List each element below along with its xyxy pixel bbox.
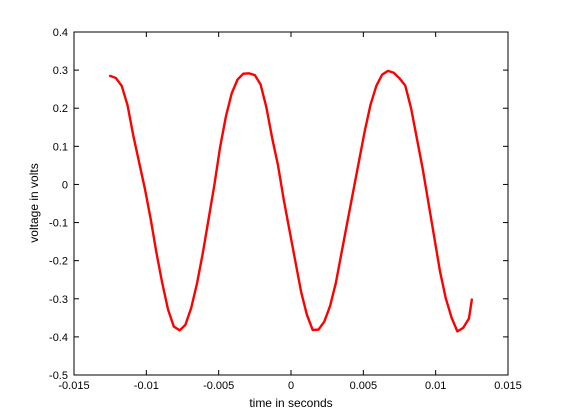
y-tick-label: -0.3: [49, 294, 68, 306]
x-tick-label: 0.005: [350, 380, 378, 392]
y-tick-label: 0.2: [53, 103, 68, 115]
y-tick-label: 0: [62, 179, 68, 191]
y-tick-label: -0.1: [49, 218, 68, 230]
series-layer: [108, 69, 474, 333]
y-axis-ticks: 0.4 0.3 0.2 0.1 0 -0.1 -0.2 -0.3 -0.4 -0.5: [49, 27, 508, 382]
x-tick-label: -0.005: [203, 380, 234, 392]
y-tick-label: 0.1: [53, 141, 68, 153]
x-axis-label: time in seconds: [249, 396, 332, 410]
series-line: [108, 69, 474, 333]
y-axis-label: voltage in volts: [27, 163, 41, 242]
y-tick-label: -0.2: [49, 256, 68, 268]
x-axis-ticks: -0.015 -0.01 -0.005 0 0.005 0.01 0.015: [58, 32, 522, 392]
x-tick-label: 0.015: [494, 380, 522, 392]
y-tick-label: -0.4: [49, 332, 68, 344]
x-tick-label: -0.015: [58, 380, 89, 392]
plot-area: [73, 31, 509, 376]
x-tick-label: 0.01: [425, 380, 446, 392]
y-tick-label: 0.3: [53, 65, 68, 77]
y-tick-label: -0.5: [49, 370, 68, 382]
x-tick-label: 0: [288, 380, 294, 392]
x-tick-label: -0.01: [134, 380, 159, 392]
y-tick-label: 0.4: [53, 27, 68, 39]
